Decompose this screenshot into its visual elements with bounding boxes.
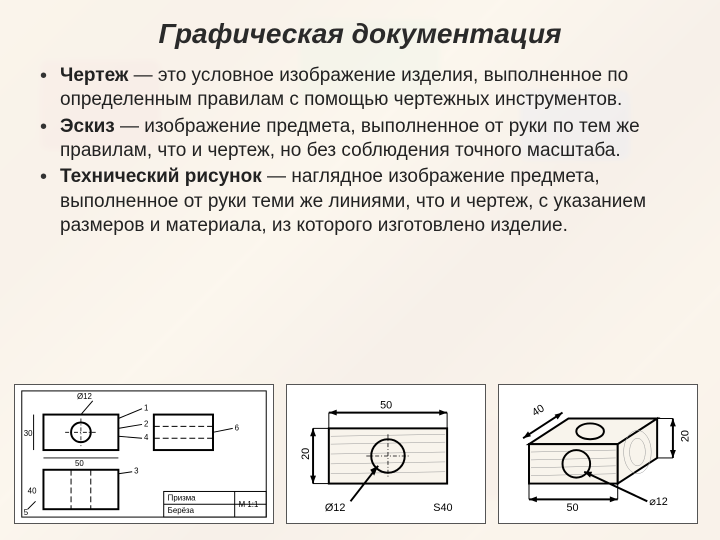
- svg-text:40: 40: [28, 486, 37, 495]
- figure-row: Ø12 30 50 40 1 2 4 6: [14, 384, 706, 524]
- svg-text:50: 50: [380, 400, 392, 412]
- svg-text:5: 5: [24, 508, 29, 517]
- svg-text:S40: S40: [433, 502, 452, 514]
- figure-isometric: 40 20 50 ⌀12: [498, 384, 698, 524]
- svg-text:30: 30: [24, 429, 33, 438]
- slide-title: Графическая документация: [28, 18, 692, 50]
- svg-text:50: 50: [75, 459, 84, 468]
- svg-text:4: 4: [144, 433, 149, 442]
- bullet-item: Эскиз — изображение предмета, выполненно…: [40, 115, 692, 164]
- svg-text:40: 40: [530, 402, 547, 419]
- svg-text:6: 6: [235, 423, 240, 432]
- svg-text:Ø12: Ø12: [77, 392, 92, 401]
- figure-drawing: Ø12 30 50 40 1 2 4 6: [14, 384, 274, 524]
- figure-sketch: 50 20 Ø12 S40: [286, 384, 486, 524]
- svg-text:М 1:1: М 1:1: [239, 500, 259, 509]
- svg-text:50: 50: [566, 502, 578, 514]
- svg-text:Призма: Призма: [168, 493, 196, 502]
- bullet-list: Чертеж — это условное изображение издели…: [28, 64, 692, 238]
- svg-text:Ø12: Ø12: [325, 502, 345, 514]
- svg-text:Берёза: Берёза: [168, 506, 195, 515]
- bullet-item: Чертеж — это условное изображение издели…: [40, 64, 692, 113]
- svg-text:⌀12: ⌀12: [649, 496, 668, 508]
- bullet-item: Технический рисунок — наглядное изображе…: [40, 165, 692, 238]
- slide-content: Графическая документация Чертеж — это ус…: [0, 0, 720, 540]
- svg-text:20: 20: [300, 448, 312, 460]
- svg-text:2: 2: [144, 419, 148, 428]
- svg-text:1: 1: [144, 404, 148, 413]
- svg-text:20: 20: [680, 430, 692, 442]
- svg-text:3: 3: [134, 467, 139, 476]
